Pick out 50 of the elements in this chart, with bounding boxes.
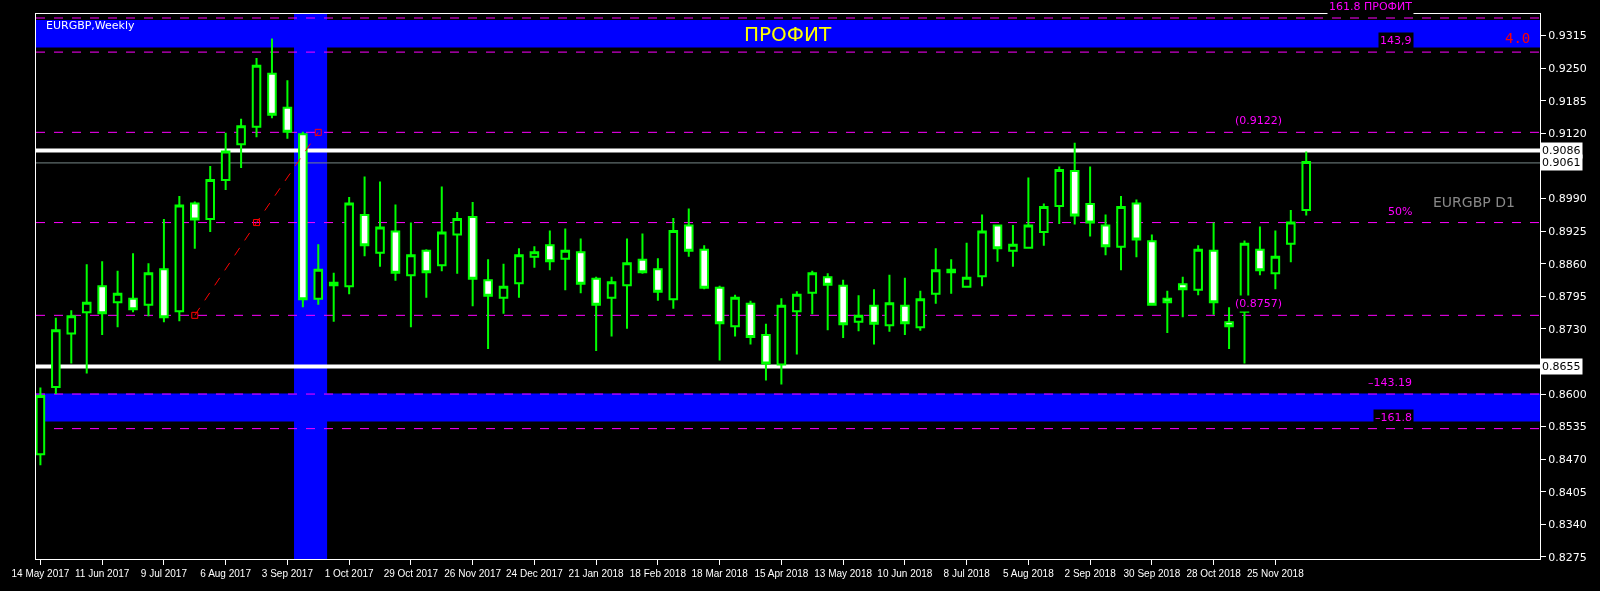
- x-tick-label: 26 Nov 2017: [444, 568, 502, 579]
- annotation: 50%: [1388, 205, 1413, 218]
- y-tick-label: 0.8275: [1548, 550, 1587, 564]
- x-tick-label: 28 Oct 2018: [1186, 568, 1242, 579]
- x-tick-label: 2 Sep 2018: [1064, 568, 1117, 579]
- x-tick-label: 8 Jul 2018: [943, 568, 991, 579]
- y-tick-label: 0.8990: [1548, 192, 1587, 206]
- x-tick-label: 6 Aug 2017: [200, 568, 252, 579]
- y-tick-label: 0.8340: [1548, 518, 1587, 532]
- y-tick-label: 0.8405: [1548, 485, 1587, 499]
- x-tick-label: 25 Nov 2018: [1247, 568, 1305, 579]
- x-tick-label: 5 Aug 2018: [1003, 568, 1055, 579]
- annotation: –143.19: [1368, 376, 1412, 389]
- annotation: 143,9: [1380, 34, 1412, 47]
- y-tick-label: 0.8600: [1548, 387, 1587, 401]
- x-tick-label: 18 Feb 2018: [629, 568, 687, 579]
- x-tick-label: 30 Sep 2018: [1123, 568, 1181, 579]
- x-tick-label: 15 Apr 2018: [754, 568, 809, 579]
- ref-line-label: (0.8757): [1235, 297, 1283, 310]
- x-tick-label: 11 Jun 2017: [75, 568, 130, 579]
- y-tick-label: 0.9120: [1548, 127, 1587, 141]
- y-tick-label: 0.8470: [1548, 453, 1587, 467]
- y-tick-label: 0.8795: [1548, 290, 1587, 304]
- y-tick-label: 0.8860: [1548, 257, 1587, 271]
- x-tick-label: 10 Jun 2018: [877, 568, 933, 579]
- x-tick-label: 18 Mar 2018: [691, 568, 749, 579]
- y-tick-label: 0.8535: [1548, 420, 1587, 434]
- ref-line-label: (0.9122): [1235, 114, 1283, 127]
- y-tick-label: 0.8925: [1548, 224, 1587, 238]
- ref-line-label: 0.8655: [1542, 360, 1581, 373]
- band-label: ПРОФИТ: [744, 22, 833, 46]
- annotation: 4.0: [1505, 30, 1531, 46]
- x-tick-label: 21 Jan 2018: [568, 568, 625, 579]
- x-tick-label: 29 Oct 2017: [383, 568, 439, 579]
- y-tick-label: 0.9315: [1548, 29, 1587, 43]
- ref-line-label: 0.9061: [1542, 156, 1581, 169]
- x-tick-label: 13 May 2018: [814, 568, 873, 579]
- y-tick-label: 0.9250: [1548, 62, 1587, 75]
- text: EURGBP,Weekly: [46, 19, 136, 32]
- annotation: –161.8: [1375, 411, 1412, 424]
- x-tick-label: 9 Jul 2017: [140, 568, 188, 579]
- y-tick-label: 0.8730: [1548, 322, 1587, 336]
- y-tick-label: 0.9185: [1548, 94, 1587, 108]
- x-tick-label: 14 May 2017: [11, 568, 70, 579]
- x-tick-label: 1 Oct 2017: [324, 568, 375, 579]
- ref-line-label: 0.9086: [1542, 144, 1581, 157]
- annotation: 161.8 ПРОФИТ: [1329, 0, 1413, 13]
- annotation: EURGBP D1: [1433, 194, 1515, 210]
- x-tick-label: 3 Sep 2017: [261, 568, 314, 579]
- x-tick-label: 24 Dec 2017: [506, 568, 564, 579]
